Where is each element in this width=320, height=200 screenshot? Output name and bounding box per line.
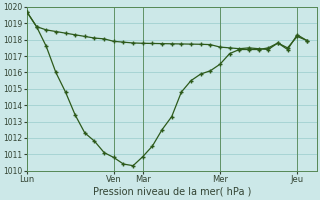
X-axis label: Pression niveau de la mer( hPa ): Pression niveau de la mer( hPa ) [92,187,251,197]
